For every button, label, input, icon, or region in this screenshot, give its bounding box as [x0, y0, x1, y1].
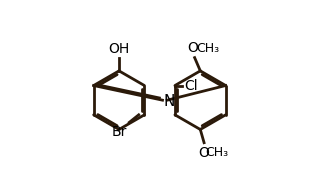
Text: N: N — [163, 94, 175, 109]
Text: OH: OH — [109, 42, 130, 56]
Text: CH₃: CH₃ — [196, 42, 219, 55]
Text: O: O — [199, 146, 210, 160]
Text: Cl: Cl — [184, 78, 198, 93]
Text: O: O — [187, 41, 198, 55]
Text: Br: Br — [112, 125, 127, 139]
Text: CH₃: CH₃ — [206, 146, 229, 160]
